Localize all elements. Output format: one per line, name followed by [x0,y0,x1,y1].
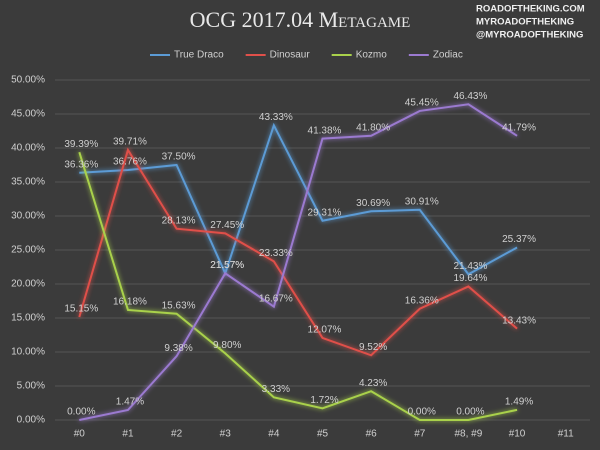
legend-label: Kozmo [356,50,388,61]
y-tick-label: 40.00% [11,143,45,154]
watermark: ROADOFTHEKING.COM [476,4,585,15]
data-label: 46.43% [453,91,487,102]
data-label: 15.63% [162,300,196,311]
y-tick-label: 45.00% [11,109,45,120]
data-label: 9.38% [164,343,192,354]
x-tick-label: #7 [414,429,426,440]
data-label: 36.76% [113,157,147,168]
legend-label: Zodiac [433,50,463,61]
data-label: 21.57% [210,260,244,271]
data-label: 43.33% [259,112,293,123]
data-label: 12.07% [308,325,342,336]
data-label: 1.49% [505,397,533,408]
series-line [79,103,518,421]
watermark: MYROADOFTHEKING [476,17,574,28]
data-label: 0.00% [456,407,484,418]
data-label: 25.37% [502,234,536,245]
x-tick-label: #10 [509,429,526,440]
x-tick-label: #0 [74,429,86,440]
data-label: 41.38% [308,125,342,136]
y-tick-label: 50.00% [11,75,45,86]
data-label: 45.45% [405,98,439,109]
data-label: 28.13% [162,215,196,226]
y-tick-label: 25.00% [11,245,45,256]
x-tick-label: #1 [122,429,134,440]
y-tick-label: 15.00% [11,313,45,324]
x-tick-label: #8, #9 [455,429,483,440]
y-tick-label: 20.00% [11,279,45,290]
x-tick-label: #2 [171,429,183,440]
data-label: 29.31% [308,207,342,218]
x-tick-label: #5 [317,429,329,440]
series-line [78,151,518,421]
data-label: 37.50% [162,152,196,163]
data-label: 1.72% [310,395,338,406]
data-label: 1.47% [116,397,144,408]
data-label: 41.80% [356,122,390,133]
x-tick-label: #6 [366,429,378,440]
data-label: 4.23% [359,378,387,389]
data-label: 39.39% [64,139,98,150]
y-tick-label: 5.00% [17,381,45,392]
x-tick-label: #4 [268,429,280,440]
legend-label: True Draco [174,50,224,61]
data-label: 19.64% [453,273,487,284]
x-tick-label: #11 [558,429,574,440]
watermark: @MYROADOFTHEKING [476,30,583,41]
data-label: 9.52% [359,342,387,353]
data-label: 0.00% [408,407,436,418]
data-label: 16.18% [113,297,147,308]
y-tick-label: 0.00% [17,415,45,426]
legend-label: Dinosaur [270,50,311,61]
data-label: 13.43% [502,315,536,326]
data-label: 21.43% [453,261,487,272]
chart-title: OCG 2017.04 Metagame [190,7,411,32]
data-label: 36.36% [64,159,98,170]
data-label: 41.79% [502,122,536,133]
data-label: 3.33% [262,384,290,395]
x-tick-label: #3 [220,429,232,440]
data-label: 15.15% [64,304,98,315]
data-label: 9.80% [213,340,241,351]
data-label: 30.91% [405,196,439,207]
series-line [78,147,518,357]
data-label: 27.45% [210,220,244,231]
series-line [79,122,518,277]
y-tick-label: 10.00% [11,347,45,358]
data-label: 16.36% [405,295,439,306]
data-label: 0.00% [67,407,95,418]
data-label: 39.71% [113,137,147,148]
y-tick-label: 35.00% [11,177,45,188]
y-tick-label: 30.00% [11,211,45,222]
data-label: 21.57% [210,260,244,271]
data-label: 16.67% [259,293,293,304]
data-label: 30.69% [356,198,390,209]
data-label: 23.33% [259,248,293,259]
